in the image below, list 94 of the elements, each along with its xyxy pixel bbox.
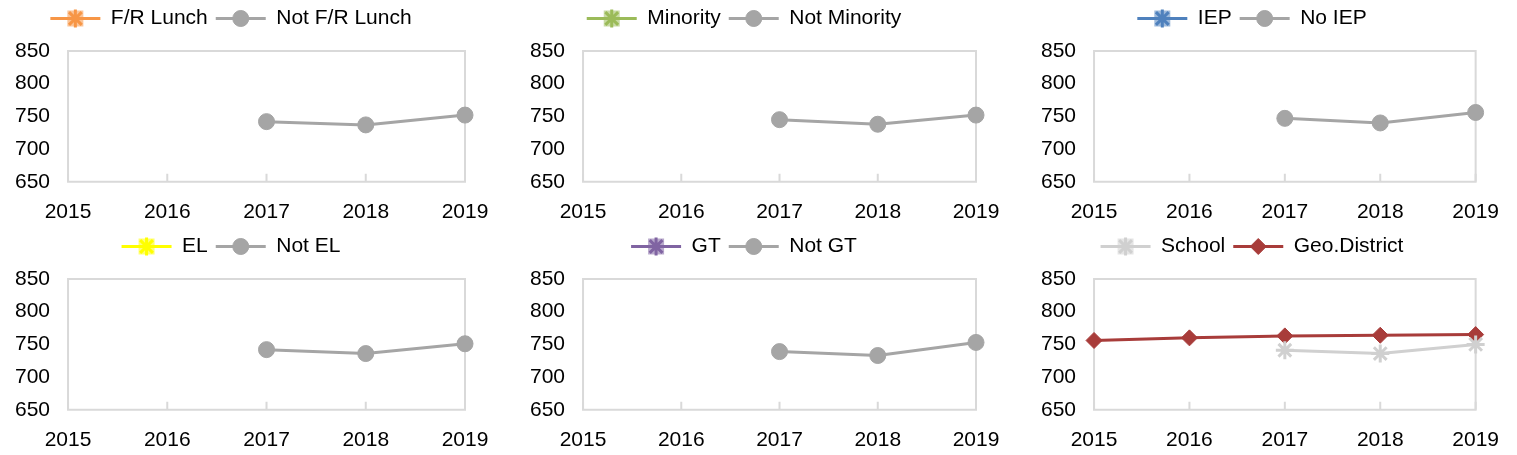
legend-label: IEP bbox=[1197, 5, 1232, 29]
y-tick-label: 650 bbox=[529, 396, 566, 420]
x-tick-label: 2018 bbox=[342, 426, 390, 450]
y-tick-label: 800 bbox=[529, 70, 566, 94]
x-tick-label: 2016 bbox=[143, 426, 191, 450]
x-tick-label: 2017 bbox=[243, 199, 290, 223]
x-tick-label: 2018 bbox=[342, 199, 390, 223]
y-tick-label: 850 bbox=[1040, 37, 1077, 61]
x-tick-label: 2017 bbox=[756, 199, 803, 223]
y-tick-label: 800 bbox=[1040, 70, 1077, 94]
point bbox=[456, 334, 474, 352]
x-tick-label: 2018 bbox=[854, 199, 902, 223]
y-tick-label: 700 bbox=[529, 135, 566, 159]
point bbox=[869, 346, 887, 364]
x-tick-label: 2015 bbox=[1070, 199, 1118, 223]
legend-label: School bbox=[1161, 232, 1226, 256]
point bbox=[1274, 339, 1296, 361]
legend-label: No IEP bbox=[1300, 5, 1367, 29]
y-tick-label: 850 bbox=[529, 37, 566, 61]
y-tick-label: 850 bbox=[1040, 265, 1077, 289]
y-tick-label: 800 bbox=[529, 298, 566, 321]
point bbox=[1371, 114, 1389, 132]
point bbox=[869, 115, 887, 133]
y-tick-label: 800 bbox=[14, 298, 51, 321]
y-tick-label: 700 bbox=[529, 363, 566, 387]
y-tick-label: 800 bbox=[1040, 298, 1077, 321]
y-tick-label: 650 bbox=[14, 168, 51, 192]
x-tick-label: 2015 bbox=[44, 199, 92, 223]
point bbox=[1371, 326, 1389, 344]
x-tick-label: 2017 bbox=[1261, 426, 1309, 450]
x-tick-label: 2016 bbox=[1166, 426, 1213, 450]
point bbox=[1276, 326, 1294, 344]
y-tick-label: 750 bbox=[1040, 103, 1077, 127]
x-tick-label: 2018 bbox=[1356, 199, 1404, 223]
point bbox=[1467, 103, 1485, 121]
y-tick-label: 750 bbox=[529, 330, 566, 354]
x-tick-label: 2016 bbox=[143, 199, 191, 223]
point bbox=[1085, 331, 1103, 349]
point bbox=[967, 333, 985, 351]
y-tick-label: 850 bbox=[529, 265, 566, 289]
y-tick-label: 650 bbox=[1040, 396, 1077, 420]
y-tick-label: 700 bbox=[1040, 363, 1077, 387]
legend-label: EL bbox=[182, 232, 208, 256]
y-tick-label: 850 bbox=[14, 37, 51, 61]
legend-label: F/R Lunch bbox=[110, 5, 208, 29]
y-tick-label: 700 bbox=[1040, 135, 1077, 159]
y-tick-label: 700 bbox=[14, 135, 51, 159]
x-tick-label: 2019 bbox=[441, 199, 489, 223]
point bbox=[771, 111, 789, 129]
x-tick-label: 2016 bbox=[657, 199, 705, 223]
x-tick-label: 2015 bbox=[44, 426, 92, 450]
legend-label: Minority bbox=[647, 5, 722, 29]
legend-label: Geo.District bbox=[1293, 232, 1404, 256]
y-tick-label: 750 bbox=[1040, 330, 1077, 354]
legend-label: Not GT bbox=[789, 232, 858, 256]
x-tick-label: 2019 bbox=[952, 199, 1000, 223]
x-tick-label: 2017 bbox=[756, 426, 803, 450]
y-tick-label: 800 bbox=[14, 70, 51, 94]
x-tick-label: 2019 bbox=[441, 426, 489, 450]
x-tick-label: 2017 bbox=[1261, 199, 1309, 223]
point bbox=[1369, 342, 1391, 364]
legend-label: Not F/R Lunch bbox=[276, 5, 412, 29]
y-tick-label: 650 bbox=[14, 396, 51, 420]
x-tick-label: 2018 bbox=[1356, 426, 1404, 450]
x-tick-label: 2016 bbox=[1166, 199, 1213, 223]
y-tick-label: 650 bbox=[1040, 168, 1077, 192]
legend-label: Not EL bbox=[276, 232, 341, 256]
point bbox=[258, 340, 276, 358]
x-tick-label: 2016 bbox=[657, 426, 705, 450]
y-tick-label: 750 bbox=[14, 330, 51, 354]
point bbox=[1465, 333, 1487, 355]
x-tick-label: 2019 bbox=[1452, 199, 1499, 223]
x-tick-label: 2019 bbox=[1452, 426, 1499, 450]
y-tick-label: 700 bbox=[14, 363, 51, 387]
y-tick-label: 850 bbox=[14, 265, 51, 289]
x-tick-label: 2018 bbox=[854, 426, 902, 450]
point bbox=[357, 116, 375, 134]
point bbox=[1276, 109, 1294, 127]
x-tick-label: 2019 bbox=[952, 426, 1000, 450]
y-tick-label: 750 bbox=[529, 103, 566, 127]
point bbox=[456, 106, 474, 124]
point bbox=[771, 342, 789, 360]
legend-label: GT bbox=[691, 232, 721, 256]
point bbox=[967, 106, 985, 124]
x-tick-label: 2015 bbox=[1070, 426, 1118, 450]
point bbox=[258, 113, 276, 131]
point bbox=[1180, 328, 1198, 346]
point bbox=[357, 344, 375, 362]
x-tick-label: 2015 bbox=[559, 426, 607, 450]
y-tick-label: 650 bbox=[529, 168, 566, 192]
x-tick-label: 2015 bbox=[559, 199, 607, 223]
x-tick-label: 2017 bbox=[243, 426, 290, 450]
y-tick-label: 750 bbox=[14, 103, 51, 127]
legend-label: Not Minority bbox=[789, 5, 902, 29]
